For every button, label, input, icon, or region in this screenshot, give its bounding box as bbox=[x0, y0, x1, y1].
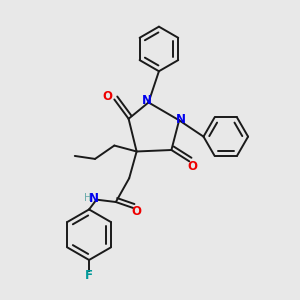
Text: N: N bbox=[88, 192, 98, 205]
Text: O: O bbox=[103, 90, 113, 103]
Text: O: O bbox=[187, 160, 197, 172]
Text: O: O bbox=[131, 205, 141, 218]
Text: H: H bbox=[85, 194, 92, 203]
Text: F: F bbox=[85, 269, 93, 282]
Text: N: N bbox=[142, 94, 152, 107]
Text: N: N bbox=[176, 112, 186, 126]
